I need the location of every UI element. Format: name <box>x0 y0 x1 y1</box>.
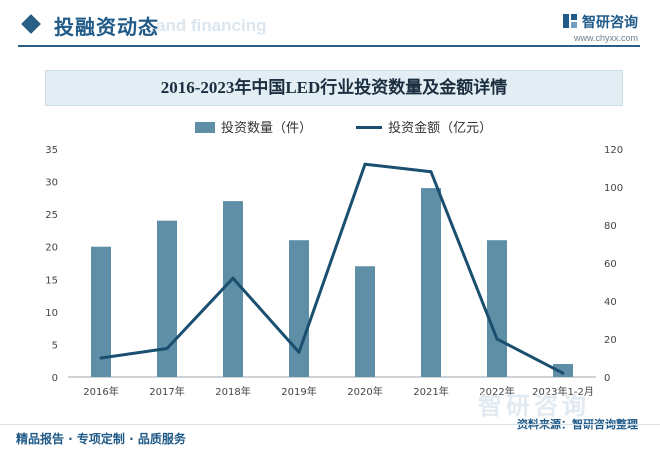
footer-watermark: 智研咨询 <box>478 392 590 420</box>
x-tick-label: 2018年 <box>215 385 250 398</box>
bar-investment-count <box>421 188 441 377</box>
y-right-tick-label: 120 <box>604 145 623 156</box>
line-point-investment-amount <box>165 347 169 350</box>
section-title: 投融资动态 <box>54 15 159 39</box>
x-tick-label: 2021年 <box>413 385 448 398</box>
x-tick-label: 2023年1-2月 <box>532 385 594 398</box>
line-point-investment-amount <box>297 350 301 354</box>
brand-name-text: 智研咨询 <box>582 15 638 31</box>
bar-investment-count <box>553 363 573 377</box>
footer-slogan: 精品报告 · 专项定制 · 品质服务 <box>16 432 186 446</box>
x-tick-label: 2020年 <box>347 385 382 398</box>
bar-investment-count <box>223 201 243 377</box>
x-tick-label: 2019年 <box>281 385 316 398</box>
brand: 智研咨询 www.chyxx.com <box>562 12 638 43</box>
section-header: and financing 投融资动态 智研咨询 www.chyxx.com <box>0 0 660 50</box>
bar-investment-count <box>157 220 177 377</box>
legend-label-line: 投资金额（亿元） <box>388 121 493 136</box>
bar-investment-count <box>289 240 309 377</box>
brand-name: 智研咨询 <box>562 12 638 32</box>
footer-divider <box>0 424 660 425</box>
bar-investment-count <box>487 240 507 377</box>
line-point-investment-amount <box>99 356 103 360</box>
y-left-tick-label: 25 <box>45 210 58 221</box>
y-right-tick-label: 60 <box>604 259 617 270</box>
line-point-investment-amount <box>495 337 499 341</box>
legend-swatch-line <box>356 126 383 129</box>
y-right-tick-label: 20 <box>604 335 617 346</box>
y-left-tick-label: 20 <box>45 243 58 254</box>
y-left-tick-label: 30 <box>45 178 58 189</box>
y-right-tick-label: 100 <box>604 183 623 194</box>
y-left-tick-label: 15 <box>45 275 58 286</box>
y-left-tick-label: 5 <box>52 340 58 351</box>
legend-swatch-bar <box>195 122 215 133</box>
line-point-investment-amount <box>429 170 433 174</box>
y-left-tick-label: 0 <box>52 373 58 384</box>
y-right-tick-label: 80 <box>604 221 617 232</box>
x-tick-label: 2016年 <box>83 385 118 398</box>
line-point-investment-amount <box>561 371 565 375</box>
bar-investment-count <box>91 246 111 377</box>
brand-logo-icon <box>563 14 577 28</box>
chart-title: 2016-2023年中国LED行业投资数量及金额详情 <box>160 78 508 97</box>
line-point-investment-amount <box>363 162 367 166</box>
chart-title-box: 2016-2023年中国LED行业投资数量及金额详情 <box>45 70 623 106</box>
section-ghost-text: and financing <box>156 16 267 35</box>
y-right-tick-label: 40 <box>604 297 617 308</box>
y-left-tick-label: 35 <box>45 145 58 156</box>
y-right-tick-label: 0 <box>604 373 610 384</box>
chart-svg: 0 5 10 15 20 25 30 35 0 20 40 60 80 100 120 2016年 2017年 2… <box>45 145 623 398</box>
header-divider <box>18 45 640 47</box>
chart-legend: 投资数量（件） 投资金额（亿元） <box>195 117 532 136</box>
legend-label-bar: 投资数量（件） <box>221 121 313 136</box>
x-tick-label: 2022年 <box>479 385 514 398</box>
line-point-investment-amount <box>231 276 235 280</box>
y-left-tick-label: 10 <box>45 308 58 319</box>
legend-item-line: 投资金额（亿元） <box>356 117 492 136</box>
line-investment-amount <box>100 162 564 375</box>
x-tick-label: 2017年 <box>149 385 184 398</box>
brand-url: www.chyxx.com <box>573 33 638 43</box>
legend-item-bar: 投资数量（件） <box>195 117 312 136</box>
bar-investment-count <box>355 266 375 377</box>
